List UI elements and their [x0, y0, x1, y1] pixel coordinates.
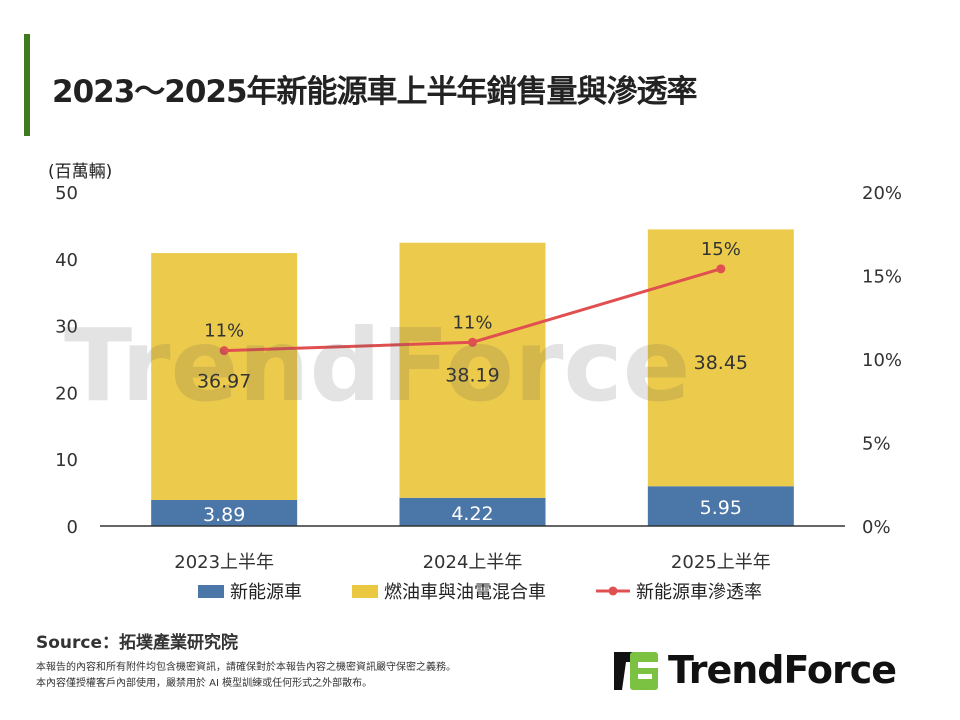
- legend-item-penetration: 新能源車滲透率: [596, 578, 762, 604]
- logo-text: TrendForce: [668, 648, 897, 692]
- bar-nev: [647, 486, 794, 526]
- disclaimer-line: 本報告的內容和所有附件均包含機密資訊，請確保對於本報告內容之機密資訊嚴守保密之義…: [36, 662, 456, 673]
- left-axis-tick: 50: [55, 183, 78, 204]
- x-axis-tick: 2023上半年: [174, 552, 274, 573]
- title-accent-bar: [24, 34, 30, 136]
- trendforce-logo-icon: [614, 652, 658, 690]
- chart-title: 2023～2025年新能源車上半年銷售量與滲透率: [52, 74, 698, 110]
- left-axis-tick: 20: [55, 383, 78, 404]
- legend-label: 燃油車與油電混合車: [384, 582, 546, 603]
- penetration-point: [716, 264, 726, 274]
- legend-swatch: [352, 584, 378, 598]
- legend: 新能源車 燃油車與油電混合車 新能源車滲透率: [0, 578, 960, 604]
- data-label-ice: 36.97: [197, 371, 251, 393]
- x-axis-tick: 2025上半年: [671, 552, 771, 573]
- data-label-nev: 4.22: [451, 503, 493, 525]
- legend-item-nev: 新能源車: [198, 578, 302, 604]
- bar-nev: [399, 497, 546, 526]
- left-axis-tick: 10: [55, 450, 78, 471]
- right-axis-tick: 0%: [862, 517, 891, 538]
- data-label-ice: 38.45: [694, 352, 748, 374]
- chart: 0 10 20 30 40 50 0% 5% 10% 15% 20% 3.89 36.97 2023上半年…: [55, 183, 902, 573]
- data-label-nev: 5.95: [700, 497, 742, 519]
- left-axis-tick: 40: [55, 250, 78, 271]
- x-axis-tick: 2024上半年: [423, 552, 523, 573]
- penetration-label: 11%: [452, 312, 492, 333]
- disclaimer-line: 本內容僅授權客戶內部使用，嚴禁用於 AI 模型訓練或任何形式之外部散布。: [36, 678, 373, 689]
- right-axis-tick: 10%: [862, 350, 902, 371]
- penetration-label: 11%: [204, 321, 244, 342]
- bar-nev: [151, 500, 298, 526]
- bar-ice: [151, 253, 298, 501]
- data-label-ice: 38.19: [445, 364, 499, 386]
- data-label-nev: 3.89: [203, 504, 245, 526]
- bar-ice: [399, 242, 546, 498]
- source: Source：拓墣產業研究院: [36, 633, 239, 653]
- left-axis-tick: 0: [67, 517, 78, 538]
- penetration-point: [219, 346, 229, 356]
- legend-item-ice: 燃油車與油電混合車: [352, 578, 546, 604]
- right-axis-tick: 15%: [862, 267, 902, 288]
- penetration-label: 15%: [701, 239, 741, 260]
- right-axis-tick: 5%: [862, 434, 891, 455]
- left-axis-unit: (百萬輛): [48, 162, 113, 182]
- left-axis-tick: 30: [55, 317, 78, 338]
- penetration-point: [468, 337, 477, 347]
- right-axis-tick: 20%: [862, 183, 902, 204]
- legend-line-marker: [596, 586, 630, 596]
- legend-label: 新能源車滲透率: [636, 582, 762, 603]
- trendforce-logo: TrendForce: [612, 648, 897, 692]
- legend-label: 新能源車: [230, 582, 302, 603]
- legend-swatch: [198, 584, 224, 598]
